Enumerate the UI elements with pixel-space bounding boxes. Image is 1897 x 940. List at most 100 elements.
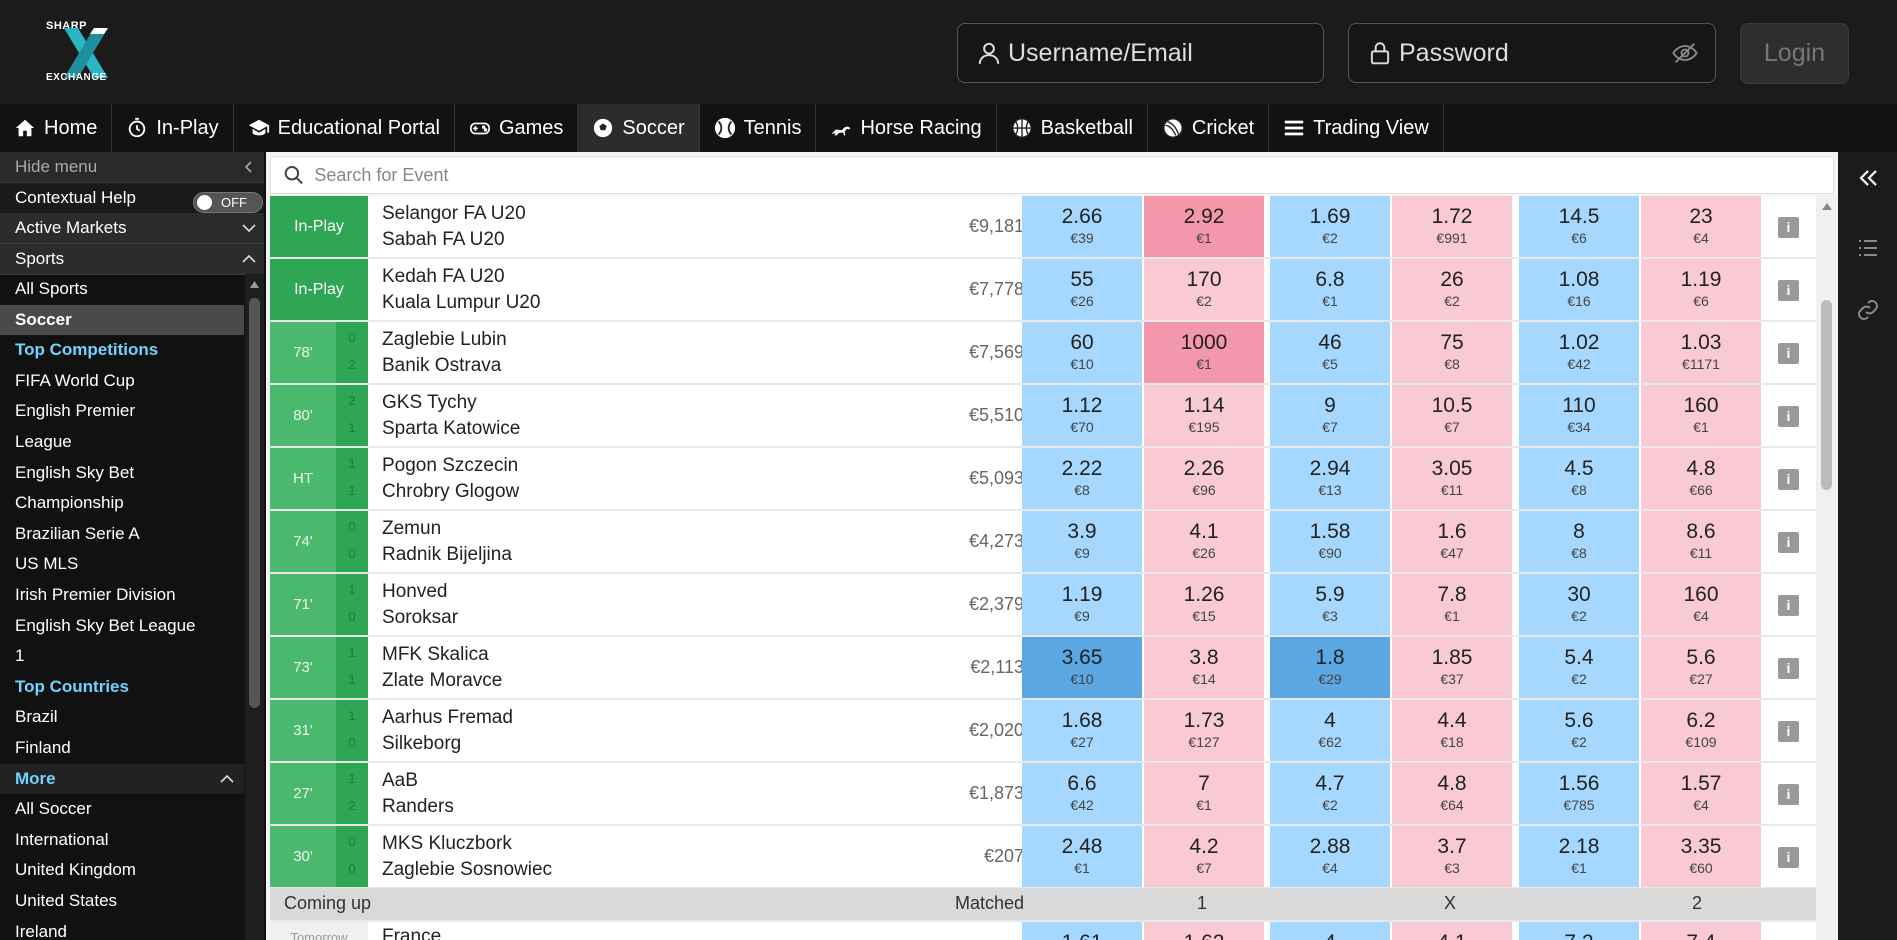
event-row[interactable]: 73' 1 1 MFK Skalica Zlate Moravce €2,113 3.65 €… (270, 637, 1816, 698)
sidebar-item[interactable]: United States (15, 891, 118, 910)
lay-odds-button[interactable]: 1.57 €4 (1641, 763, 1761, 824)
event-teams[interactable]: AaB Randers (382, 768, 454, 820)
sports-header[interactable]: Sports (0, 244, 264, 275)
lay-odds-button[interactable]: 170 €2 (1144, 259, 1264, 320)
back-odds-button[interactable]: 60 €10 (1022, 322, 1142, 383)
nav-item-horse-racing[interactable]: Horse Racing (816, 104, 997, 152)
search-input[interactable] (314, 164, 1833, 186)
sidebar-item[interactable]: Soccer (0, 304, 244, 335)
active-markets-header[interactable]: Active Markets (0, 213, 264, 244)
sidebar-item[interactable]: Finland (15, 738, 71, 757)
back-odds-button[interactable]: 4 €62 (1270, 700, 1390, 761)
lay-odds-button[interactable]: 23 €4 (1641, 196, 1761, 257)
back-odds-button[interactable]: 2.66 €39 (1022, 196, 1142, 257)
event-teams[interactable]: Selangor FA U20 Sabah FA U20 (382, 201, 526, 253)
lay-odds-button[interactable]: 1.6 €47 (1392, 511, 1512, 572)
sidebar-item[interactable]: 1 (15, 646, 25, 666)
sidebar-item[interactable]: All Sports (15, 279, 88, 298)
event-row[interactable]: Tomorrow France 1.611.62 44.1 7.27.4 (270, 922, 1816, 940)
back-odds-button[interactable]: 1.58 €90 (1270, 511, 1390, 572)
lay-odds-button[interactable]: 4.4 €18 (1392, 700, 1512, 761)
event-row[interactable]: In-Play Kedah FA U20 Kuala Lumpur U20 €7,77… (270, 259, 1816, 320)
sidebar-item[interactable]: International (15, 829, 109, 849)
back-odds-button[interactable]: 1.68 €27 (1022, 700, 1142, 761)
password-input[interactable] (1399, 38, 1671, 68)
back-odds-button[interactable]: 1.08 €16 (1519, 259, 1639, 320)
back-odds-button[interactable]: 1.19 €9 (1022, 574, 1142, 635)
lay-odds-button[interactable]: 1000 €1 (1144, 322, 1264, 383)
lay-odds-button[interactable]: 3.35 €60 (1641, 826, 1761, 887)
sidebar-item[interactable]: English Sky Bet (15, 462, 135, 482)
back-odds-button[interactable]: 1.02 €42 (1519, 322, 1639, 383)
double-chevron-left-icon[interactable] (1856, 166, 1880, 190)
back-odds-button[interactable]: 110 €34 (1519, 385, 1639, 446)
event-row[interactable]: HT 1 1 Pogon Szczecin Chrobry Glogow €5,093 2.… (270, 448, 1816, 509)
back-odds-button[interactable]: 3.65 €10 (1022, 637, 1142, 698)
lay-odds-button[interactable]: 1.73 €127 (1144, 700, 1264, 761)
sidebar-item[interactable]: Brazil (15, 707, 58, 727)
back-odds-button[interactable]: 5.9 €3 (1270, 574, 1390, 635)
back-odds-button[interactable]: 5.4 €2 (1519, 637, 1639, 698)
back-odds-button[interactable]: 8 €8 (1519, 511, 1639, 572)
lay-odds-button[interactable]: 8.6 €11 (1641, 511, 1761, 572)
lay-odds-button[interactable]: 1.85 €37 (1392, 637, 1512, 698)
nav-item-in-play[interactable]: In-Play (112, 104, 234, 152)
event-row[interactable]: 31' 1 0 Aarhus Fremad Silkeborg €2,020 1.68 €27… (270, 700, 1816, 761)
sidebar-item[interactable]: More (0, 763, 244, 794)
lay-odds-button[interactable]: 2.92 €1 (1144, 196, 1264, 257)
event-teams[interactable]: Kedah FA U20 Kuala Lumpur U20 (382, 264, 540, 316)
nav-item-tennis[interactable]: Tennis (700, 104, 817, 152)
sidebar-item[interactable]: Top Competitions (15, 340, 159, 360)
event-row[interactable]: 80' 2 1 GKS Tychy Sparta Katowice €5,510 1.12 €… (270, 385, 1816, 446)
event-row[interactable]: 27' 1 2 AaB Randers €1,873 6.6 €42 7 €1 4.7 €2 4.8 €6… (270, 763, 1816, 824)
back-odds-button[interactable]: 4.7 €2 (1270, 763, 1390, 824)
back-odds-button[interactable]: 1.12 €70 (1022, 385, 1142, 446)
scroll-up-arrow-icon[interactable] (249, 280, 260, 289)
lay-odds-button[interactable]: 10.5 €7 (1392, 385, 1512, 446)
sidebar-scrollbar[interactable] (245, 274, 264, 940)
lay-odds-button[interactable]: 160 €1 (1641, 385, 1761, 446)
lay-odds-button[interactable]: 7.4 (1641, 922, 1761, 940)
lay-odds-button[interactable]: 4.8 €66 (1641, 448, 1761, 509)
link-icon[interactable] (1856, 298, 1880, 322)
back-odds-button[interactable]: 7.2 (1519, 922, 1639, 940)
main-scrollbar[interactable] (1816, 196, 1838, 940)
sidebar-item[interactable]: Irish Premier Division (15, 585, 176, 604)
info-icon[interactable]: i (1778, 721, 1799, 742)
back-odds-button[interactable]: 4.5 €8 (1519, 448, 1639, 509)
contextual-help-toggle[interactable]: OFF (193, 192, 263, 213)
sidebar-item[interactable]: Ireland (15, 921, 67, 940)
back-odds-button[interactable]: 2.88 €4 (1270, 826, 1390, 887)
info-icon[interactable]: i (1778, 532, 1799, 553)
lay-odds-button[interactable]: 3.05 €11 (1392, 448, 1512, 509)
password-field[interactable] (1348, 23, 1716, 83)
sidebar-item[interactable]: League (15, 432, 72, 451)
back-odds-button[interactable]: 1.8 €29 (1270, 637, 1390, 698)
lay-odds-button[interactable]: 1.26 €15 (1144, 574, 1264, 635)
back-odds-button[interactable]: 14.5 €6 (1519, 196, 1639, 257)
sidebar-item[interactable]: Brazilian Serie A (15, 523, 140, 543)
lay-odds-button[interactable]: 4.2 €7 (1144, 826, 1264, 887)
lay-odds-button[interactable]: 7.8 €1 (1392, 574, 1512, 635)
lay-odds-button[interactable]: 1.14 €195 (1144, 385, 1264, 446)
info-icon[interactable]: i (1778, 784, 1799, 805)
back-odds-button[interactable]: 1.61 (1022, 922, 1142, 940)
lay-odds-button[interactable]: 7 €1 (1144, 763, 1264, 824)
back-odds-button[interactable]: 30 €2 (1519, 574, 1639, 635)
lay-odds-button[interactable]: 160 €4 (1641, 574, 1761, 635)
sidebar-item[interactable]: English Premier (15, 401, 135, 421)
info-icon[interactable]: i (1778, 469, 1799, 490)
back-odds-button[interactable]: 3.9 €9 (1022, 511, 1142, 572)
lay-odds-button[interactable]: 6.2 €109 (1641, 700, 1761, 761)
lay-odds-button[interactable]: 75 €8 (1392, 322, 1512, 383)
info-icon[interactable]: i (1778, 658, 1799, 679)
sidebar-item[interactable]: English Sky Bet League (15, 615, 196, 635)
nav-item-trading-view[interactable]: Trading View (1269, 104, 1444, 152)
info-icon[interactable]: i (1778, 595, 1799, 616)
sidebar-item[interactable]: United Kingdom (15, 860, 136, 880)
lay-odds-button[interactable]: 1.03 €1171 (1641, 322, 1761, 383)
lay-odds-button[interactable]: 1.72 €991 (1392, 196, 1512, 257)
event-teams[interactable]: Honved Soroksar (382, 579, 458, 631)
lay-odds-button[interactable]: 2.26 €96 (1144, 448, 1264, 509)
lay-odds-button[interactable]: 3.7 €3 (1392, 826, 1512, 887)
